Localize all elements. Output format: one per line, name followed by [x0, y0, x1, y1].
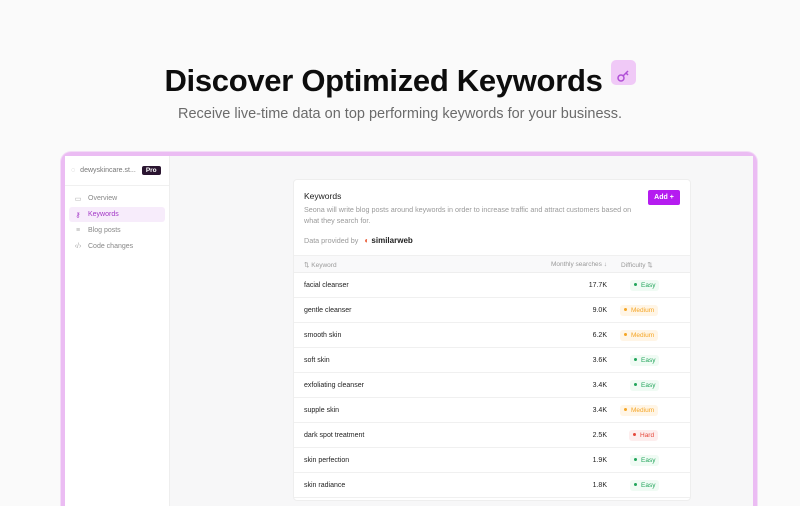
page-subtitle: Receive live-time data on top performing… [177, 106, 623, 122]
keyword-cell: soft skin [304, 357, 330, 364]
searches-cell: 3.6K [592, 357, 607, 364]
searches-cell: 3.4K [592, 407, 607, 414]
searches-cell: 6.2K [592, 332, 607, 339]
sort-searches-header[interactable]: Monthly searches ↓ [550, 261, 607, 268]
workspace-switcher[interactable]: ◌ dewyskincare.st... Pro [65, 156, 169, 186]
sidebar-item-code-changes[interactable]: ‹/› Code changes [69, 239, 165, 254]
sidebar-item-label: Code changes [88, 243, 134, 250]
difficulty-badge: Easy [630, 280, 660, 291]
page-title: Discover Optimized Keywords [0, 60, 800, 99]
table-row[interactable]: gentle cleanser 9.0K Medium [294, 298, 690, 323]
card-title: Keywords [304, 191, 342, 201]
plan-badge: Pro [141, 166, 161, 175]
sidebar-item-label: Overview [88, 195, 118, 202]
keyword-cell: skin radiance [304, 482, 346, 489]
keyword-cell: skin perfection [304, 457, 350, 464]
difficulty-badge: Easy [630, 355, 660, 366]
key-icon [610, 60, 636, 85]
data-provider: Data provided by ◐ similarweb [304, 236, 413, 245]
sidebar-item-blog-posts[interactable]: ≡ Blog posts [69, 223, 165, 238]
sidebar-item-keywords[interactable]: ⚷ Keywords [69, 207, 165, 222]
table-row[interactable]: dark spot treatment 2.5K Hard [294, 423, 690, 448]
difficulty-badge: Easy [630, 480, 660, 491]
globe-icon: ◌ [71, 167, 76, 174]
table-row[interactable]: supple skin 3.4K Medium [294, 398, 690, 423]
sort-keyword-header[interactable]: ⇅ Keyword [304, 262, 337, 269]
difficulty-badge: Hard [629, 430, 659, 441]
difficulty-badge: Easy [630, 380, 660, 391]
app-window: ◌ dewyskincare.st... Pro ▭ Overview ⚷ Keyword… [61, 152, 757, 506]
card-description: Seona will write blog posts around keywo… [304, 205, 632, 225]
difficulty-badge: Medium [620, 305, 659, 316]
searches-cell: 2.5K [592, 432, 607, 439]
sidebar-item-label: Blog posts [88, 227, 121, 234]
keyword-cell: supple skin [304, 407, 340, 414]
searches-cell: 9.0K [592, 307, 607, 314]
searches-cell: 1.8K [592, 482, 607, 489]
searches-cell: 17.7K [588, 282, 607, 289]
add-keyword-button[interactable]: Add + [648, 190, 680, 205]
keyword-cell: dark spot treatment [304, 432, 365, 439]
table-row[interactable]: exfoliating cleanser 3.4K Easy [294, 373, 690, 398]
lines-icon: ≡ [75, 227, 81, 234]
keywords-card: Keywords Seona will write blog posts aro… [293, 179, 691, 501]
keyword-cell: smooth skin [304, 332, 342, 339]
keyword-cell: exfoliating cleanser [304, 382, 364, 389]
difficulty-badge: Medium [620, 330, 659, 341]
table-header: ⇅ Keyword Monthly searches ↓ Difficulty … [294, 255, 690, 273]
sort-difficulty-header[interactable]: Difficulty ⇅ [621, 262, 653, 269]
similarweb-logo: ◐ similarweb [364, 236, 413, 245]
calendar-icon: ▭ [74, 195, 82, 203]
table-row[interactable]: smooth skin 6.2K Medium [294, 323, 690, 348]
difficulty-badge: Easy [630, 455, 660, 466]
searches-cell: 1.9K [592, 457, 607, 464]
sidebar: ◌ dewyskincare.st... Pro ▭ Overview ⚷ Keyword… [65, 156, 170, 506]
table-row[interactable]: skin radiance 1.8K Easy [294, 473, 690, 498]
main-content: Keywords Seona will write blog posts aro… [170, 156, 753, 506]
keyword-cell: facial cleanser [304, 282, 349, 289]
sidebar-item-label: Keywords [88, 211, 119, 218]
table-row[interactable]: facial cleanser 17.7K Easy [294, 273, 690, 298]
code-icon: ‹/› [74, 243, 82, 250]
table-row[interactable]: skin perfection 1.9K Easy [294, 448, 690, 473]
table-row[interactable]: soft skin 3.6K Easy [294, 348, 690, 373]
difficulty-badge: Medium [620, 405, 659, 416]
sidebar-item-overview[interactable]: ▭ Overview [69, 191, 165, 206]
searches-cell: 3.4K [592, 382, 607, 389]
key-icon: ⚷ [75, 211, 81, 219]
keyword-cell: gentle cleanser [304, 307, 352, 314]
